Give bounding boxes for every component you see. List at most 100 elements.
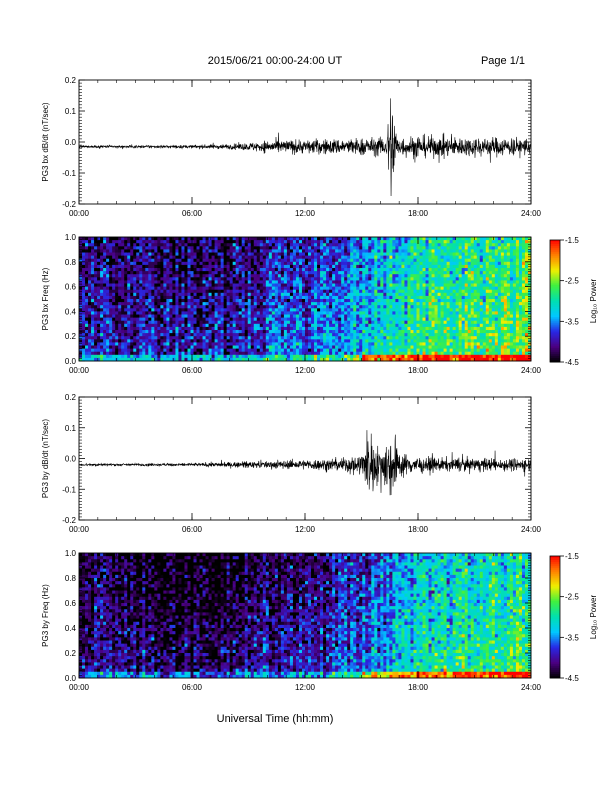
heatmap-cell	[136, 311, 140, 315]
heatmap-cell	[94, 280, 98, 284]
heatmap-cell	[425, 258, 429, 263]
heatmap-cell	[127, 354, 131, 359]
heatmap-cell	[187, 295, 191, 300]
heatmap-cell	[413, 252, 417, 256]
heatmap-cell	[133, 246, 137, 250]
heatmap-cell	[410, 317, 414, 322]
heatmap-cell	[163, 302, 167, 306]
heatmap-cell	[338, 268, 342, 272]
heatmap-cell	[217, 246, 222, 250]
heatmap-cell	[211, 286, 215, 291]
heatmap-cell	[154, 240, 158, 244]
heatmap-cell	[413, 246, 417, 250]
heatmap-cell	[280, 295, 285, 300]
heatmap-cell	[208, 333, 212, 337]
heatmap-cell	[106, 357, 110, 362]
heatmap-cell	[175, 305, 179, 309]
heatmap-cell	[115, 271, 119, 275]
heatmap-cell	[289, 345, 294, 349]
heatmap-cell	[256, 305, 261, 309]
heatmap-cell	[208, 261, 212, 266]
heatmap-cell	[151, 342, 155, 346]
heatmap-cell	[359, 357, 363, 362]
heatmap-cell	[94, 333, 98, 337]
heatmap-cell	[133, 243, 137, 247]
heatmap-cell	[211, 317, 215, 322]
heatmap-cell	[142, 299, 146, 303]
heatmap-cell	[115, 345, 119, 349]
heatmap-cell	[437, 274, 441, 278]
heatmap-cell	[130, 308, 134, 312]
heatmap-cell	[205, 280, 209, 284]
heatmap-cell	[235, 323, 240, 328]
heatmap-cell	[256, 280, 261, 284]
heatmap-cell	[413, 277, 417, 281]
heatmap-cell	[329, 261, 333, 266]
heatmap-cell	[91, 249, 95, 253]
heatmap-cell	[265, 311, 270, 315]
heatmap-cell	[244, 333, 249, 337]
heatmap-cell	[377, 320, 381, 325]
heatmap-cell	[259, 326, 264, 331]
heatmap-cell	[350, 249, 354, 253]
heatmap-cell	[154, 295, 158, 300]
heatmap-cell	[259, 246, 264, 250]
heatmap-cell	[265, 295, 270, 300]
heatmap-cell	[238, 339, 243, 343]
heatmap-cell	[386, 255, 390, 260]
heatmap-cell	[386, 333, 390, 337]
heatmap-cell	[82, 354, 86, 359]
heatmap-cell	[238, 280, 243, 284]
heatmap-cell	[280, 323, 285, 328]
heatmap-cell	[253, 308, 258, 312]
heatmap-cell	[229, 283, 234, 287]
heatmap-cell	[286, 252, 291, 256]
heatmap-cell	[97, 330, 101, 334]
heatmap-cell	[404, 246, 408, 250]
heatmap-cell	[148, 237, 152, 241]
heatmap-cell	[371, 237, 375, 241]
heatmap-cell	[419, 292, 423, 297]
heatmap-cell	[347, 323, 351, 328]
heatmap-cell	[389, 246, 393, 250]
heatmap-cell	[247, 246, 252, 250]
heatmap-cell	[241, 336, 246, 340]
heatmap-cell	[377, 246, 381, 250]
heatmap-cell	[160, 274, 164, 278]
heatmap-cell	[437, 240, 441, 244]
heatmap-cell	[323, 308, 327, 312]
heatmap-cell	[100, 255, 104, 260]
heatmap-cell	[145, 348, 149, 353]
heatmap-cell	[440, 326, 445, 331]
heatmap-cell	[208, 243, 212, 247]
heatmap-cell	[223, 255, 228, 260]
heatmap-cell	[365, 268, 369, 272]
heatmap-cell	[151, 255, 155, 260]
heatmap-cell	[416, 280, 420, 284]
heatmap-cell	[422, 246, 426, 250]
heatmap-cell	[205, 317, 209, 322]
heatmap-cell	[175, 268, 179, 272]
heatmap-cell	[311, 308, 315, 312]
heatmap-cell	[163, 243, 167, 247]
heatmap-cell	[404, 261, 408, 266]
heatmap-cell	[305, 317, 309, 322]
heatmap-cell	[368, 264, 372, 269]
heatmap-cell	[401, 305, 405, 309]
heatmap-cell	[389, 351, 393, 356]
heatmap-cell	[416, 345, 420, 349]
heatmap-cell	[362, 357, 366, 362]
heatmap-cell	[419, 342, 423, 346]
heatmap-cell	[335, 286, 339, 291]
plot-frame	[78, 79, 532, 205]
heatmap-cell	[283, 323, 288, 328]
heatmap-cell	[335, 311, 339, 315]
heatmap-cell	[109, 348, 113, 353]
heatmap-cell	[118, 326, 122, 331]
heatmap-cell	[259, 255, 264, 260]
heatmap-cell	[268, 261, 273, 266]
heatmap-cell	[374, 299, 378, 303]
heatmap-cell	[85, 351, 89, 356]
heatmap-cell	[422, 289, 426, 294]
heatmap-cell	[94, 258, 98, 263]
